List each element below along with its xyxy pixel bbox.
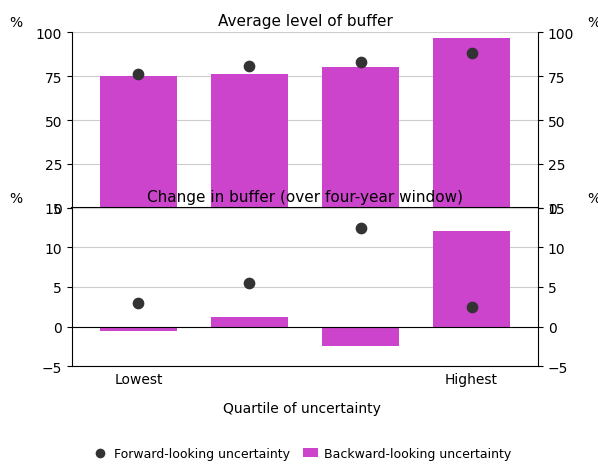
Text: Quartile of uncertainty: Quartile of uncertainty (223, 401, 381, 415)
Point (467, 303, 477, 311)
Bar (210, 317, 288, 327)
Point (133, 71, 143, 79)
Point (467, 50, 477, 58)
Title: Change in buffer (over four-year window): Change in buffer (over four-year window) (147, 189, 463, 204)
Legend: Forward-looking uncertainty, Backward-looking uncertainty: Forward-looking uncertainty, Backward-lo… (88, 442, 516, 465)
Bar (433, 39, 511, 208)
Bar (99, 327, 177, 331)
Bar (322, 69, 399, 208)
Point (245, 279, 254, 287)
Bar (210, 75, 288, 208)
Bar (433, 232, 511, 327)
Text: %: % (588, 16, 598, 30)
Text: %: % (9, 16, 22, 30)
Bar (322, 327, 399, 347)
Text: %: % (588, 191, 598, 205)
Point (133, 299, 143, 307)
Point (356, 59, 365, 67)
Text: %: % (9, 191, 22, 205)
Title: Average level of buffer: Average level of buffer (218, 14, 392, 30)
Point (245, 63, 254, 70)
Point (356, 224, 365, 232)
Bar (99, 77, 177, 208)
